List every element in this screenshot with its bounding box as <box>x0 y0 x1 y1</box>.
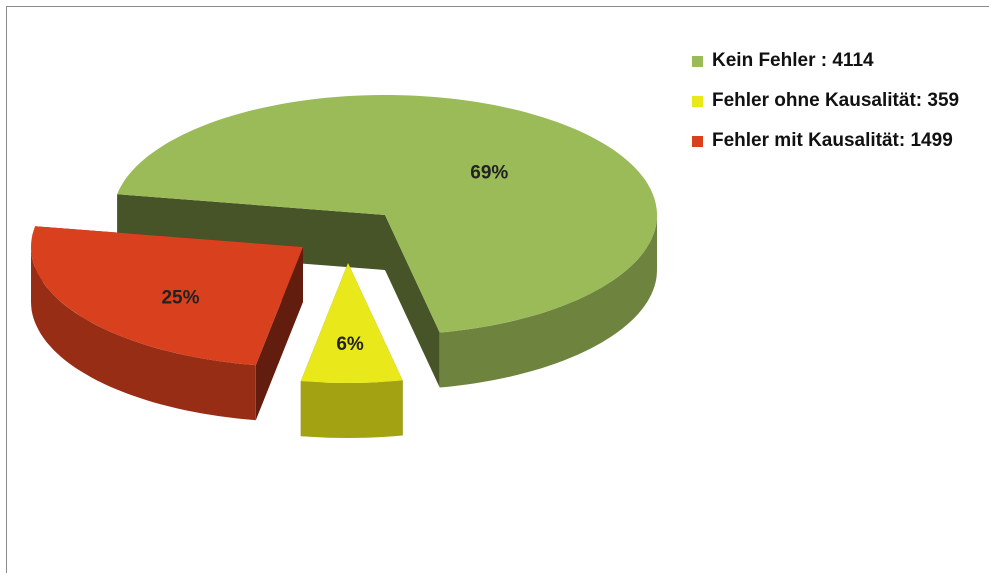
legend-label: Kein Fehler : 4114 <box>712 50 874 71</box>
slice-wall <box>31 247 256 421</box>
slice-wall <box>439 215 657 388</box>
slice <box>300 263 403 383</box>
legend-swatch <box>692 136 703 147</box>
legend-item: Kein Fehler : 4114 <box>692 50 982 72</box>
slice-label: 6% <box>336 334 364 355</box>
slice-label: 25% <box>161 287 199 308</box>
legend-item: Fehler mit Kausalität: 1499 <box>692 130 982 152</box>
frame <box>6 6 989 573</box>
legend-label: Fehler ohne Kausalität: 359 <box>712 90 960 111</box>
legend-item: Fehler ohne Kausalität: 359 <box>692 90 982 112</box>
slice-label: 69% <box>470 162 508 183</box>
legend-swatch <box>692 56 703 67</box>
legend-swatch <box>692 96 703 107</box>
slice-side <box>385 215 440 388</box>
slice <box>117 95 658 333</box>
slice-wall <box>300 380 403 438</box>
legend: Kein Fehler : 4114 Fehler ohne Kausalität… <box>692 50 982 170</box>
slice <box>31 226 303 366</box>
legend-label: Fehler mit Kausalität: 1499 <box>712 130 953 151</box>
